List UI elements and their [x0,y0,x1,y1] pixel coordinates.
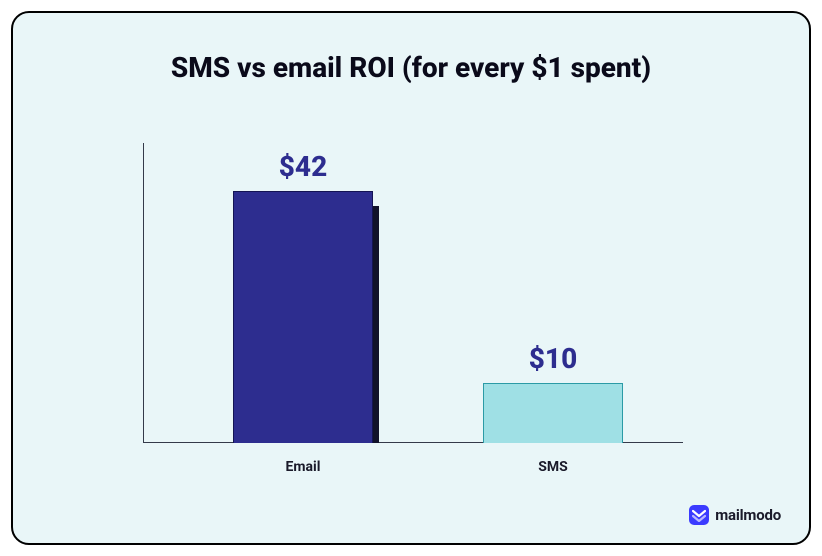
bar-sms [483,383,623,443]
value-label-sms: $10 [529,342,577,375]
category-label-sms: SMS [538,459,568,475]
value-label-email: $42 [279,150,327,183]
bar-group-sms: $10 SMS [483,383,623,443]
chart-title: SMS vs email ROI (for every $1 spent) [13,51,809,84]
chart-plot-area: $42 Email $10 SMS [143,143,683,443]
bar-email [233,191,373,443]
category-label-email: Email [286,459,321,475]
chart-card: SMS vs email ROI (for every $1 spent) $4… [11,11,811,545]
brand-badge: mailmodo [689,505,781,525]
bar-group-email: $42 Email [233,191,373,443]
brand-name: mailmodo [715,506,781,524]
y-axis [143,143,144,443]
mailmodo-logo-icon [689,505,709,525]
bar-shadow [373,206,379,443]
